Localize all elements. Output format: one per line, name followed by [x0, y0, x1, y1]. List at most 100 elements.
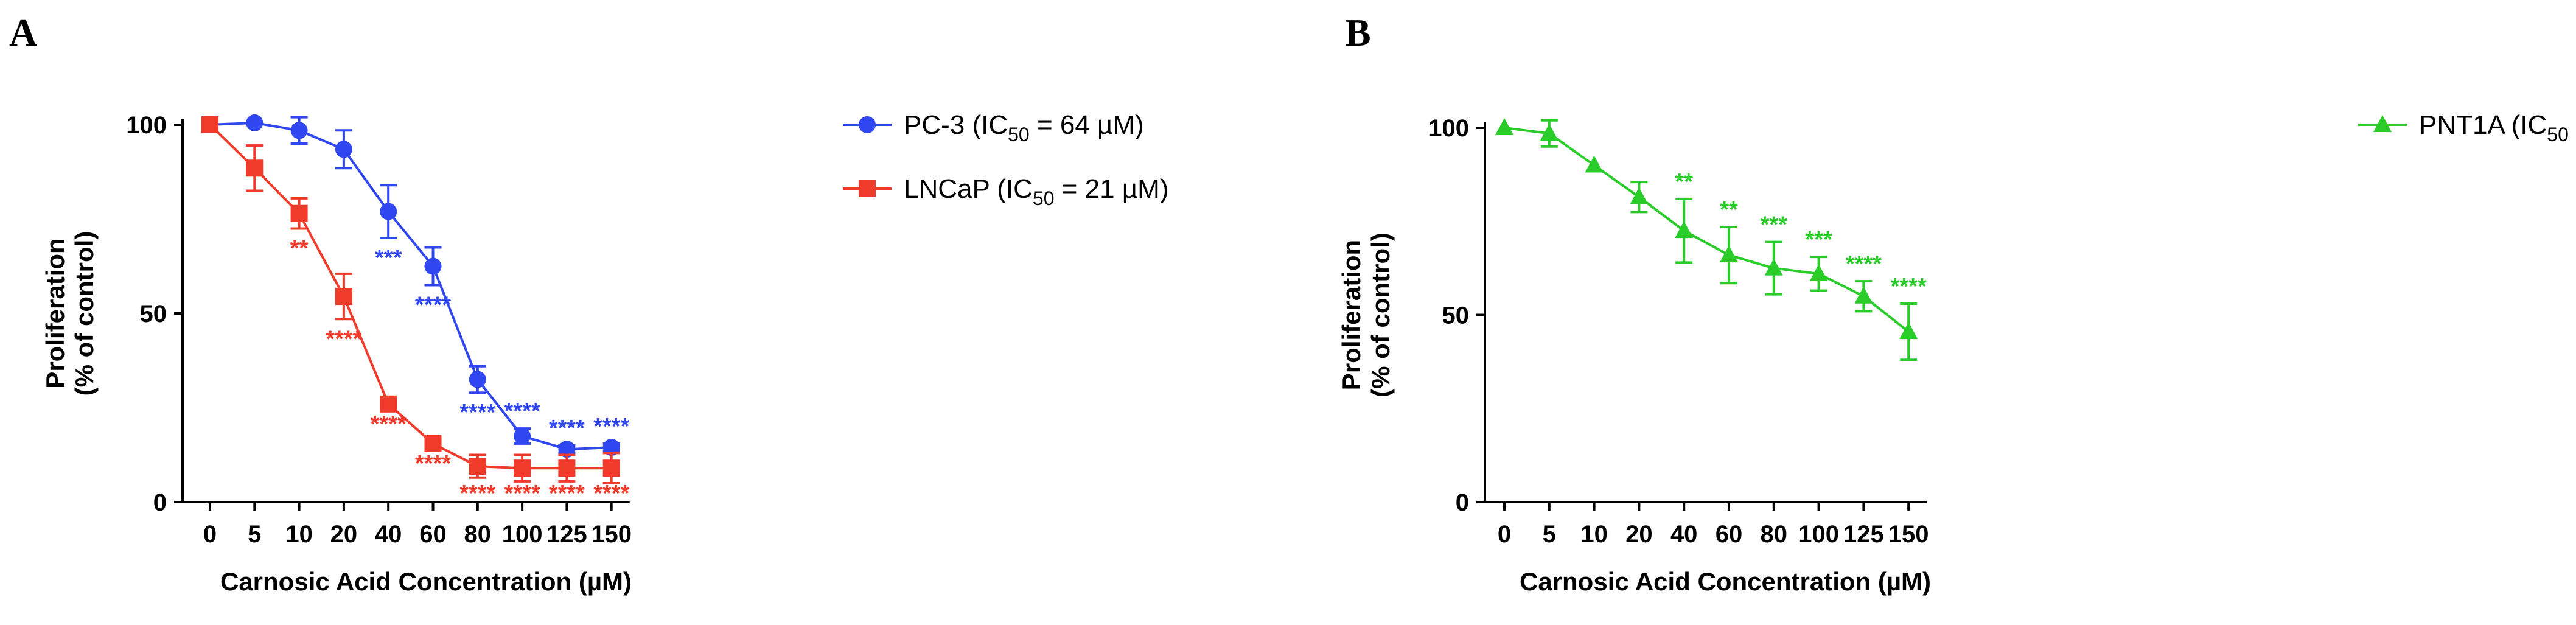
- x-tick-label: 0: [1498, 521, 1511, 548]
- data-point: [201, 116, 218, 133]
- x-tick-label: 20: [330, 521, 358, 548]
- y-tick-label: 0: [153, 489, 167, 516]
- significance-label: ****: [504, 399, 540, 424]
- significance-label: ****: [593, 414, 629, 439]
- significance-label: ****: [415, 293, 451, 318]
- x-tick-label: 60: [419, 521, 447, 548]
- data-point: [1854, 286, 1873, 304]
- significance-label: ***: [1805, 227, 1832, 253]
- data-point: [290, 122, 308, 139]
- x-tick-label: 100: [1798, 521, 1839, 548]
- series-line: [209, 121, 612, 451]
- x-axis-title: Carnosic Acid Concentration (µM): [1520, 567, 1931, 596]
- y-axis-title-line: (% of control): [70, 231, 99, 396]
- legend-label: PC-3 (IC50 = 64 µM): [904, 110, 1144, 145]
- series-line: [209, 124, 612, 470]
- legend-marker: [859, 180, 876, 197]
- x-tick-label: 0: [203, 521, 217, 548]
- data-point: [558, 441, 576, 458]
- data-point: [602, 459, 620, 477]
- legend-label-subscript: 50: [2547, 124, 2569, 145]
- x-tick-label: 40: [375, 521, 402, 548]
- legend-label: PNT1A (IC50 = 139.4 µM): [2419, 110, 2576, 145]
- data-point: [514, 459, 531, 477]
- legend-label-suffix: = 64 µM): [1030, 110, 1144, 140]
- x-tick-label: 125: [546, 521, 587, 548]
- legend-marker: [2373, 115, 2392, 132]
- legend-label-prefix: PC-3 (IC: [904, 110, 1008, 140]
- significance-label: ****: [459, 400, 495, 425]
- data-point: [380, 395, 397, 413]
- significance-label: **: [1720, 197, 1738, 223]
- data-point: [335, 288, 352, 306]
- significance-label: ****: [593, 481, 629, 506]
- significance-label: ****: [1891, 274, 1927, 299]
- data-point: [469, 458, 486, 475]
- y-axis-title: Proliferation(% of control): [41, 231, 99, 396]
- significance-label: **: [290, 236, 309, 262]
- data-point: [1630, 187, 1649, 204]
- y-axis-title-line: Proliferation: [41, 238, 69, 388]
- y-tick-label: 0: [1456, 489, 1469, 516]
- x-tick-label: 80: [464, 521, 492, 548]
- data-point: [246, 159, 264, 177]
- x-tick-label: 20: [1625, 521, 1653, 548]
- data-point: [469, 371, 486, 388]
- data-point: [602, 439, 620, 456]
- legend-label: LNCaP (IC50 = 21 µM): [904, 174, 1168, 209]
- x-tick-label: 5: [1543, 521, 1556, 548]
- x-axis-title: Carnosic Acid Concentration (µM): [220, 567, 632, 596]
- panel-letter: B: [1345, 11, 1371, 54]
- x-tick-label: 40: [1670, 521, 1698, 548]
- panel-letter: A: [9, 11, 37, 54]
- x-tick-label: 150: [1888, 521, 1929, 548]
- significance-label: ****: [459, 481, 495, 506]
- x-tick-label: 100: [502, 521, 543, 548]
- y-axis-title-line: (% of control): [1366, 232, 1395, 397]
- significance-label: ****: [549, 481, 585, 506]
- data-point: [290, 204, 308, 222]
- data-point: [1899, 322, 1918, 340]
- legend-label-suffix: = 139.4 µM): [2569, 110, 2576, 140]
- data-point: [424, 435, 442, 452]
- data-point: [1720, 245, 1738, 263]
- significance-label: ****: [415, 451, 451, 477]
- significance-label: ***: [1761, 212, 1788, 238]
- y-axis-title: Proliferation(% of control): [1337, 232, 1395, 397]
- data-point: [1495, 118, 1513, 135]
- data-point: [335, 141, 352, 158]
- legend-label-suffix: = 21 µM): [1055, 174, 1169, 204]
- significance-label: ****: [371, 411, 407, 437]
- y-tick-label: 50: [140, 301, 167, 327]
- legend-label-subscript: 50: [1033, 187, 1055, 209]
- significance-label: ****: [549, 416, 585, 441]
- legend-marker: [859, 116, 876, 133]
- x-tick-label: 10: [285, 521, 313, 548]
- y-axis-title-line: Proliferation: [1337, 240, 1366, 390]
- significance-label: **: [1675, 169, 1693, 195]
- significance-label: ****: [326, 326, 361, 352]
- data-point: [1585, 155, 1604, 173]
- x-tick-label: 60: [1716, 521, 1743, 548]
- legend-label-prefix: LNCaP (IC: [904, 174, 1033, 204]
- data-point: [424, 257, 442, 275]
- x-tick-label: 80: [1761, 521, 1788, 548]
- data-point: [1540, 124, 1559, 141]
- y-tick-label: 100: [1428, 115, 1469, 142]
- data-point: [1809, 264, 1828, 281]
- data-point: [558, 459, 576, 477]
- significance-label: ***: [375, 245, 402, 271]
- data-point: [514, 427, 531, 445]
- data-point: [1764, 258, 1783, 276]
- x-tick-label: 125: [1843, 521, 1884, 548]
- data-point: [246, 114, 264, 131]
- data-point: [380, 203, 397, 220]
- y-tick-label: 50: [1442, 302, 1470, 329]
- y-tick-label: 100: [126, 112, 167, 139]
- x-tick-label: 10: [1580, 521, 1608, 548]
- significance-label: ****: [1846, 251, 1882, 277]
- legend-label-subscript: 50: [1008, 124, 1030, 145]
- x-tick-label: 5: [248, 521, 261, 548]
- data-point: [1675, 221, 1694, 239]
